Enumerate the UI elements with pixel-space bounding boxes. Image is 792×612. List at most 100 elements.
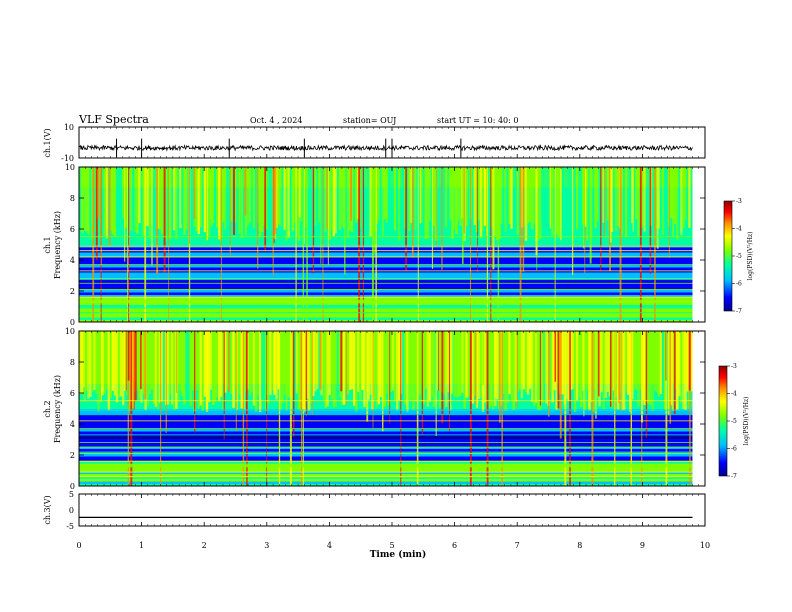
spectrogram-column	[530, 167, 534, 230]
spectrogram-column	[109, 167, 113, 231]
spectrogram-column	[530, 331, 534, 402]
spectrogram-band	[79, 304, 693, 308]
spectrogram-column	[580, 331, 583, 407]
spectrogram-column	[395, 167, 399, 229]
spectrogram-column	[502, 331, 505, 394]
spectrogram-column	[624, 331, 628, 392]
spectrogram-column	[432, 331, 436, 408]
spectrogram-column	[580, 167, 583, 222]
spectrogram-column	[355, 331, 358, 412]
spectrogram-column	[481, 167, 485, 231]
spectrogram-column	[614, 167, 618, 232]
spectrogram-column	[447, 167, 450, 232]
spectrogram-column	[649, 331, 652, 406]
spectrogram-column	[295, 167, 299, 237]
spectrogram-column	[322, 331, 325, 400]
spectrogram-column	[209, 331, 213, 390]
spectrogram-column	[428, 167, 432, 221]
spectrogram-column	[442, 167, 446, 237]
spectrogram-column	[173, 331, 176, 410]
spectrogram-column	[318, 167, 321, 223]
spectrogram-column	[238, 167, 241, 234]
ch2-ylabel-channel: ch.2	[43, 400, 52, 417]
spectrogram-band	[79, 468, 693, 472]
spectrogram-column	[312, 331, 315, 397]
spectrogram-column	[373, 331, 376, 400]
spectrogram-column	[340, 167, 344, 227]
spectrogram-column	[424, 167, 428, 239]
spectrogram-column	[647, 167, 650, 224]
spectrogram-column	[545, 331, 548, 404]
spectrogram-column	[252, 331, 256, 406]
spectrogram-column	[171, 167, 174, 226]
spectrogram-column	[269, 167, 272, 241]
spectrogram-column	[226, 331, 229, 390]
spectrogram-column	[467, 167, 470, 227]
spectrogram-column	[324, 331, 327, 409]
xtick-label: 0	[76, 541, 81, 550]
spectrogram-column	[265, 167, 268, 230]
spectrogram-column	[93, 167, 96, 226]
spectrogram-column	[271, 331, 274, 391]
spectrogram-column	[258, 331, 262, 412]
spectrogram-column	[353, 331, 356, 406]
spectrogram-column	[502, 167, 505, 234]
spectrogram-column	[659, 167, 663, 228]
spectrogram-column	[103, 167, 106, 237]
spectrogram-column	[138, 167, 141, 223]
spectrogram-column	[150, 331, 154, 390]
spectrogram-column	[103, 331, 106, 394]
spectrogram-column	[377, 167, 381, 220]
spectrogram-column	[422, 167, 425, 222]
spectrogram-column	[238, 331, 241, 395]
spectrogram-column	[95, 331, 98, 395]
spectrogram-column	[647, 331, 650, 405]
spectrogram-column	[222, 167, 225, 223]
xtick-label: 9	[640, 541, 645, 550]
spectrogram-column	[624, 167, 628, 237]
spectrogram-column	[635, 331, 638, 390]
spectrogram-column	[338, 331, 342, 399]
spectrogram-column	[289, 167, 293, 232]
ytick-label: 6	[70, 225, 75, 234]
spectrogram-column	[567, 331, 571, 401]
spectrogram-column	[682, 167, 685, 229]
spectrogram-column	[602, 331, 605, 410]
spectrogram-column	[158, 167, 162, 230]
ch1-waveform-panel: 10 -10 ch.1(V)	[43, 123, 706, 163]
spectrogram-column	[541, 331, 544, 403]
spectrogram-band	[79, 466, 693, 469]
spectrogram-column	[85, 331, 88, 391]
spectrogram-column	[643, 167, 646, 232]
spectrogram-band	[79, 297, 693, 300]
spectrogram-column	[449, 331, 452, 411]
spectrogram-band	[79, 309, 693, 313]
spectrogram-column	[87, 331, 90, 399]
spectrogram-column	[561, 331, 565, 395]
spectrogram-column	[620, 167, 624, 235]
spectrogram-column	[586, 331, 589, 390]
spectrogram-column	[213, 167, 217, 221]
xtick-label: 4	[327, 541, 332, 550]
spectrogram-column	[207, 331, 211, 403]
spectrogram-column	[87, 167, 90, 235]
spectrogram-band	[79, 264, 693, 268]
spectrogram-column	[641, 167, 644, 228]
spectrogram-column	[391, 167, 395, 233]
spectrogram-column	[631, 331, 634, 400]
spectrogram-column	[528, 167, 532, 222]
spectrogram-column	[303, 331, 307, 412]
spectrogram-column	[346, 331, 350, 395]
spectrogram-column	[146, 167, 149, 227]
spectrogram-column	[487, 331, 491, 408]
spectrogram-column	[199, 167, 203, 228]
spectrogram-band	[79, 431, 693, 434]
spectrogram-column	[637, 331, 640, 407]
spectrogram-column	[121, 331, 125, 406]
spectrogram-column	[287, 167, 291, 238]
spectrogram-column	[383, 331, 387, 407]
spectrogram-column	[629, 331, 632, 412]
spectrogram-column	[130, 167, 133, 231]
